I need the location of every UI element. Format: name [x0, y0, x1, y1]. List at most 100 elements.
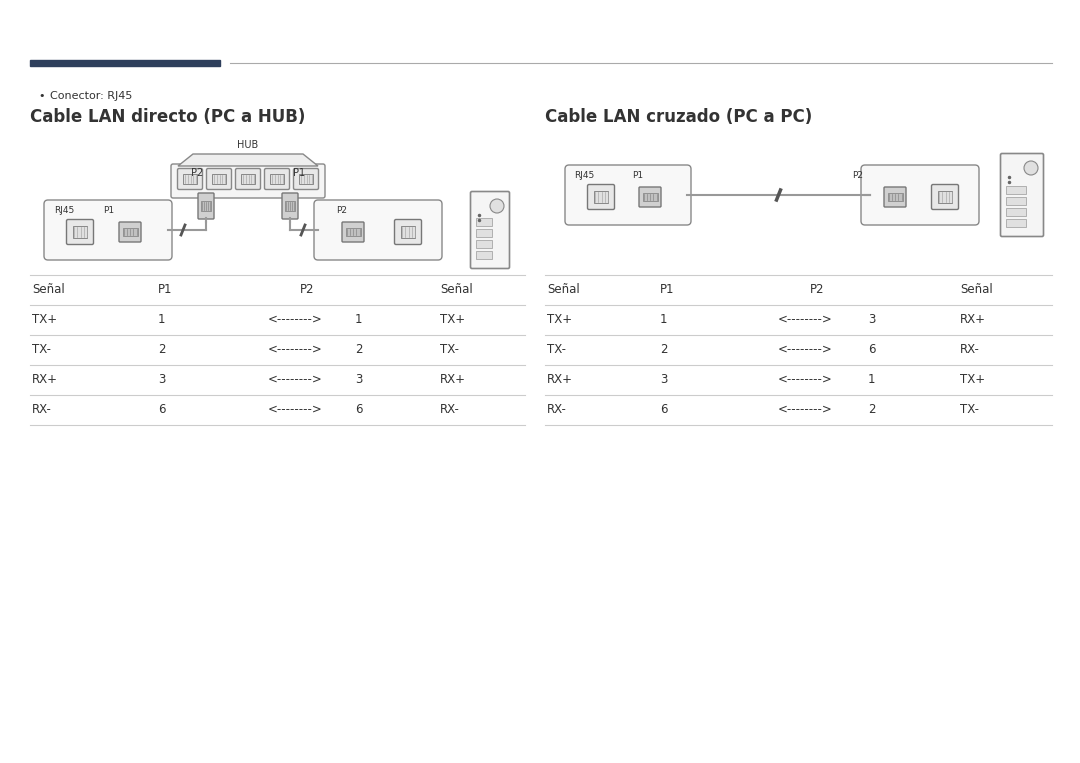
Text: P1: P1 [103, 206, 114, 215]
Text: P1: P1 [158, 283, 173, 296]
Text: P2: P2 [852, 171, 863, 180]
Text: P1: P1 [293, 168, 306, 178]
Text: RX+: RX+ [440, 373, 465, 386]
Bar [643, 193, 658, 201]
Bar [201, 201, 212, 211]
Text: 6: 6 [355, 403, 363, 416]
Text: 3: 3 [868, 313, 876, 326]
Text: Señal: Señal [960, 283, 993, 296]
FancyBboxPatch shape [342, 222, 364, 242]
FancyBboxPatch shape [1000, 153, 1043, 237]
Text: RX-: RX- [32, 403, 52, 416]
Text: 6: 6 [660, 403, 667, 416]
Bar [1005, 197, 1026, 205]
Bar [594, 191, 608, 203]
Text: P2: P2 [191, 168, 203, 178]
Text: P1: P1 [632, 171, 643, 180]
Text: TX-: TX- [440, 343, 459, 356]
Text: TX+: TX+ [32, 313, 57, 326]
Text: <-------->: <--------> [268, 343, 323, 356]
Text: TX+: TX+ [960, 373, 985, 386]
Text: <-------->: <--------> [778, 313, 833, 326]
Text: 1: 1 [868, 373, 876, 386]
Text: <-------->: <--------> [268, 373, 323, 386]
Text: RX-: RX- [960, 343, 980, 356]
Text: RX-: RX- [546, 403, 567, 416]
Bar [242, 174, 255, 184]
Text: TX-: TX- [32, 343, 51, 356]
Bar [476, 240, 492, 248]
Polygon shape [178, 154, 318, 166]
Text: Cable LAN directo (PC a HUB): Cable LAN directo (PC a HUB) [30, 108, 306, 126]
Text: 1: 1 [158, 313, 165, 326]
Bar [184, 174, 197, 184]
Bar [1005, 186, 1026, 194]
FancyBboxPatch shape [471, 192, 510, 269]
Text: TX-: TX- [960, 403, 978, 416]
Text: TX-: TX- [546, 343, 566, 356]
Text: <-------->: <--------> [268, 313, 323, 326]
Text: P2: P2 [336, 206, 347, 215]
Text: Señal: Señal [32, 283, 65, 296]
Bar [476, 229, 492, 237]
Text: RX+: RX+ [546, 373, 573, 386]
Bar [937, 191, 953, 203]
Bar [299, 174, 312, 184]
FancyBboxPatch shape [931, 185, 959, 210]
Text: 1: 1 [355, 313, 363, 326]
Text: TX+: TX+ [440, 313, 465, 326]
Bar [476, 218, 492, 226]
Bar [1005, 219, 1026, 227]
Bar [30, 60, 220, 66]
Bar [888, 193, 903, 201]
Text: P2: P2 [810, 283, 824, 296]
Text: Cable LAN cruzado (PC a PC): Cable LAN cruzado (PC a PC) [545, 108, 812, 126]
FancyBboxPatch shape [314, 200, 442, 260]
Text: 6: 6 [868, 343, 876, 356]
Bar [270, 174, 284, 184]
FancyBboxPatch shape [639, 187, 661, 207]
Text: RX+: RX+ [32, 373, 58, 386]
Circle shape [1024, 161, 1038, 175]
FancyBboxPatch shape [235, 169, 260, 189]
FancyBboxPatch shape [177, 169, 203, 189]
Text: 3: 3 [660, 373, 667, 386]
FancyBboxPatch shape [588, 185, 615, 210]
FancyBboxPatch shape [119, 222, 141, 242]
Text: 1: 1 [660, 313, 667, 326]
Bar [285, 201, 295, 211]
Text: RJ45: RJ45 [573, 171, 594, 180]
Circle shape [490, 199, 504, 213]
Text: Conector: RJ45: Conector: RJ45 [50, 91, 133, 101]
Text: RX-: RX- [440, 403, 460, 416]
Text: TX+: TX+ [546, 313, 572, 326]
FancyBboxPatch shape [294, 169, 319, 189]
Text: 3: 3 [355, 373, 363, 386]
FancyBboxPatch shape [861, 165, 978, 225]
Bar [213, 174, 226, 184]
Text: Señal: Señal [440, 283, 473, 296]
Text: Señal: Señal [546, 283, 580, 296]
Text: <-------->: <--------> [778, 343, 833, 356]
FancyBboxPatch shape [885, 187, 906, 207]
FancyBboxPatch shape [282, 193, 298, 219]
Text: <-------->: <--------> [778, 373, 833, 386]
FancyBboxPatch shape [565, 165, 691, 225]
Text: 2: 2 [158, 343, 165, 356]
Text: P1: P1 [660, 283, 675, 296]
Text: HUB: HUB [238, 140, 258, 150]
Bar [1005, 208, 1026, 216]
Text: <-------->: <--------> [268, 403, 323, 416]
Bar [401, 226, 415, 238]
FancyBboxPatch shape [67, 220, 94, 244]
Text: <-------->: <--------> [778, 403, 833, 416]
FancyBboxPatch shape [198, 193, 214, 219]
Text: RJ45: RJ45 [54, 206, 75, 215]
Text: 2: 2 [660, 343, 667, 356]
Text: 2: 2 [868, 403, 876, 416]
FancyBboxPatch shape [171, 164, 325, 198]
Text: RX+: RX+ [960, 313, 986, 326]
FancyBboxPatch shape [206, 169, 231, 189]
Text: 2: 2 [355, 343, 363, 356]
Text: 3: 3 [158, 373, 165, 386]
